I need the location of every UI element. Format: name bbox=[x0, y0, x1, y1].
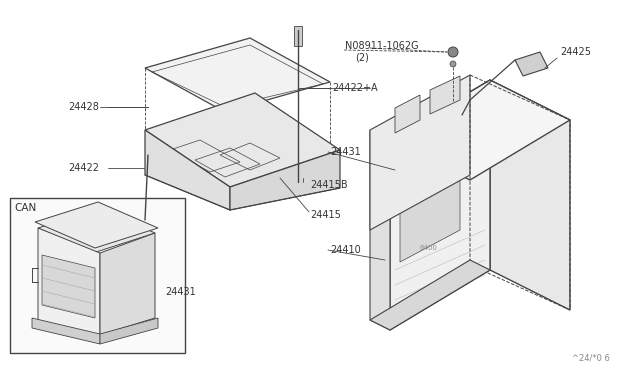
Text: N08911-1062G: N08911-1062G bbox=[345, 41, 419, 51]
Text: 24422: 24422 bbox=[68, 163, 99, 173]
Polygon shape bbox=[145, 38, 330, 112]
Polygon shape bbox=[395, 95, 420, 133]
Circle shape bbox=[450, 61, 456, 67]
Text: CAN: CAN bbox=[14, 203, 36, 213]
Polygon shape bbox=[32, 318, 100, 344]
Circle shape bbox=[57, 225, 67, 235]
Text: 24415: 24415 bbox=[310, 210, 341, 220]
Polygon shape bbox=[515, 52, 548, 76]
Text: (2): (2) bbox=[355, 53, 369, 63]
Circle shape bbox=[448, 47, 458, 57]
Polygon shape bbox=[38, 208, 155, 253]
Text: 24425: 24425 bbox=[560, 47, 591, 57]
Polygon shape bbox=[100, 318, 158, 344]
Circle shape bbox=[75, 219, 85, 229]
Text: 24428: 24428 bbox=[68, 102, 99, 112]
Circle shape bbox=[304, 174, 312, 182]
Circle shape bbox=[293, 180, 303, 190]
Circle shape bbox=[535, 113, 545, 123]
Polygon shape bbox=[35, 202, 158, 248]
Polygon shape bbox=[490, 80, 570, 310]
Circle shape bbox=[515, 103, 525, 113]
Text: 24410: 24410 bbox=[330, 245, 361, 255]
Circle shape bbox=[466, 96, 474, 104]
Polygon shape bbox=[370, 75, 470, 230]
FancyBboxPatch shape bbox=[10, 198, 185, 353]
Polygon shape bbox=[100, 233, 155, 335]
Polygon shape bbox=[390, 80, 490, 330]
Text: 24431: 24431 bbox=[330, 147, 361, 157]
Polygon shape bbox=[145, 93, 340, 187]
Polygon shape bbox=[390, 80, 570, 180]
Polygon shape bbox=[370, 260, 490, 330]
Polygon shape bbox=[400, 168, 460, 262]
Bar bbox=[294, 26, 302, 46]
Polygon shape bbox=[42, 255, 95, 318]
Polygon shape bbox=[38, 228, 100, 335]
Text: 24422+A: 24422+A bbox=[332, 83, 378, 93]
Polygon shape bbox=[430, 76, 460, 114]
Polygon shape bbox=[230, 150, 340, 210]
Polygon shape bbox=[370, 130, 390, 330]
Polygon shape bbox=[145, 130, 230, 210]
Circle shape bbox=[550, 120, 560, 130]
Text: ^24/*0 6: ^24/*0 6 bbox=[572, 353, 610, 362]
Text: 6400: 6400 bbox=[420, 245, 438, 251]
Text: 24415B: 24415B bbox=[310, 180, 348, 190]
Text: 24431: 24431 bbox=[165, 287, 196, 297]
